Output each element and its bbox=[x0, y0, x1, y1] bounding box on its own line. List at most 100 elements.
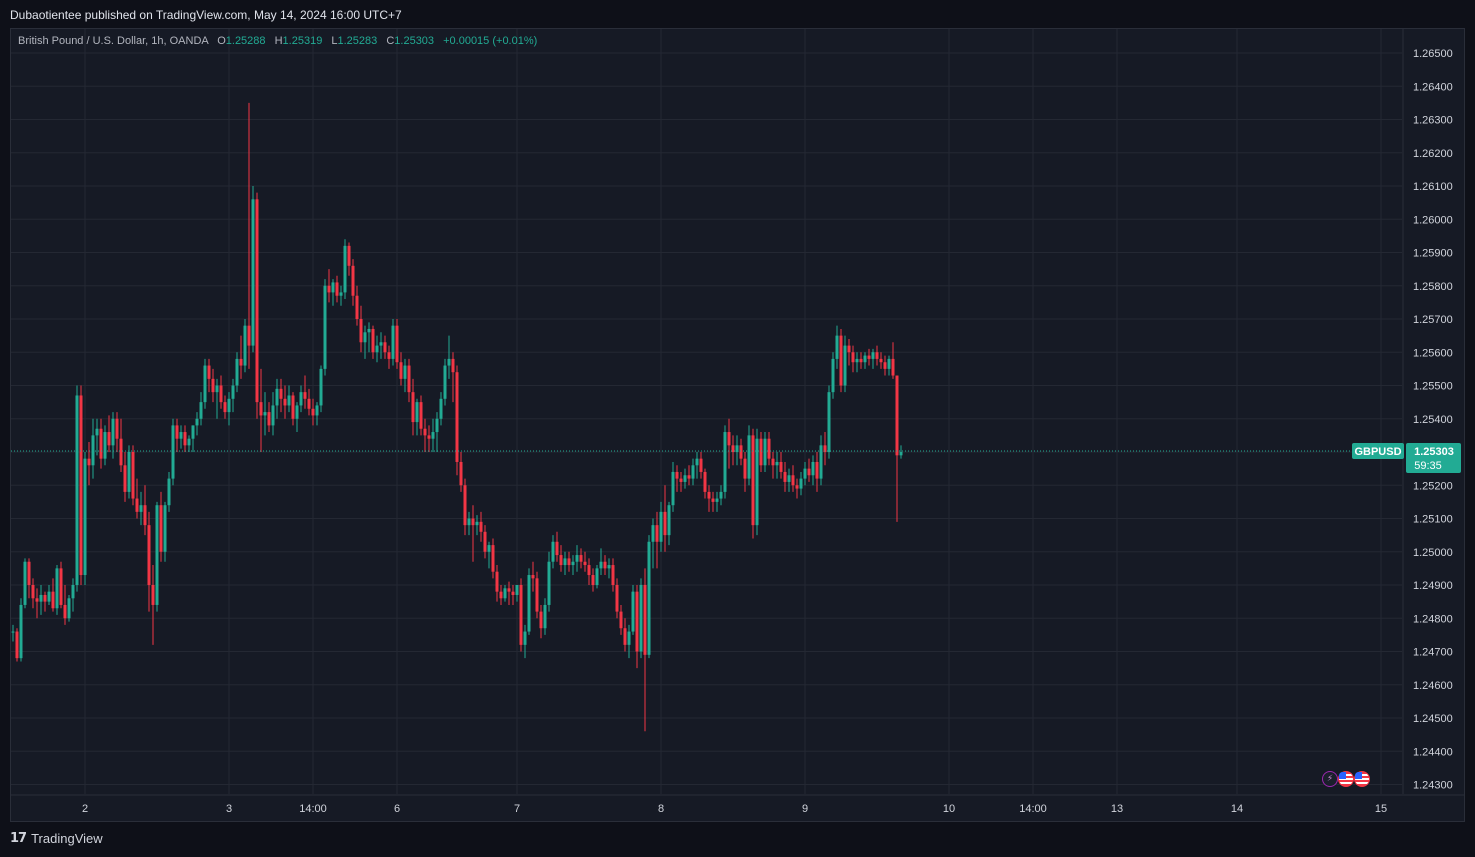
countdown-label: 59:35 bbox=[1414, 460, 1442, 472]
x-tick-label: 10 bbox=[943, 803, 955, 815]
high-label: H bbox=[274, 35, 283, 47]
candle-body bbox=[775, 461, 779, 466]
candle-body bbox=[403, 365, 407, 379]
candle-body bbox=[359, 319, 363, 343]
candle-body bbox=[647, 541, 651, 655]
candle bbox=[827, 385, 831, 459]
candle-body bbox=[727, 432, 731, 446]
candle bbox=[27, 558, 31, 599]
time-axis: 2 3 14:00 6 7 8 9 10 14:00 13 14 15 bbox=[11, 794, 1464, 815]
event-badges[interactable]: ⚡ bbox=[1322, 771, 1370, 787]
candle-body bbox=[507, 588, 511, 592]
x-tick-label: 2 bbox=[82, 803, 88, 815]
candle-body bbox=[83, 458, 87, 576]
candle bbox=[23, 558, 27, 609]
candle-body bbox=[831, 358, 835, 393]
candle bbox=[123, 452, 127, 502]
candle-body bbox=[735, 445, 739, 452]
chart-frame bbox=[10, 28, 1465, 822]
candle-body bbox=[235, 358, 239, 386]
candle-body bbox=[423, 428, 427, 436]
candle-body bbox=[267, 412, 271, 426]
candle-body bbox=[535, 578, 539, 612]
lightning-icon[interactable]: ⚡ bbox=[1322, 771, 1338, 787]
candle bbox=[75, 385, 79, 592]
candle-body bbox=[659, 511, 663, 542]
candle bbox=[135, 478, 139, 519]
candle bbox=[875, 345, 879, 366]
candle bbox=[567, 551, 571, 572]
candle-body bbox=[211, 378, 215, 393]
candle bbox=[675, 465, 679, 492]
candle bbox=[775, 452, 779, 479]
candle-body bbox=[455, 372, 459, 462]
candle-body bbox=[263, 412, 267, 416]
candle-body bbox=[315, 405, 319, 416]
candle bbox=[139, 491, 143, 526]
candle bbox=[887, 355, 891, 376]
candle bbox=[103, 425, 107, 466]
candle bbox=[723, 425, 727, 499]
candle bbox=[127, 445, 131, 499]
candle-body bbox=[843, 345, 847, 386]
change-value: +0.00015 (+0.01%) bbox=[443, 35, 538, 47]
candle-body bbox=[807, 468, 811, 476]
candle bbox=[187, 435, 191, 452]
candle-body bbox=[47, 591, 51, 602]
candle-body bbox=[623, 628, 627, 645]
candle-body bbox=[763, 438, 767, 466]
us-flag-icon[interactable] bbox=[1338, 771, 1354, 787]
candle-body bbox=[783, 471, 787, 482]
us-flag-icon[interactable] bbox=[1354, 771, 1370, 787]
candle-body bbox=[219, 385, 223, 403]
candle bbox=[319, 365, 323, 413]
candle-body bbox=[887, 358, 891, 369]
candle-body bbox=[351, 265, 355, 296]
candle-body bbox=[371, 328, 375, 353]
candle bbox=[899, 445, 903, 459]
candle-body bbox=[59, 568, 63, 605]
y-tick-label: 1.24600 bbox=[1413, 680, 1453, 692]
candle bbox=[403, 358, 407, 393]
candle bbox=[559, 545, 563, 572]
candle-body bbox=[67, 598, 71, 619]
candle-body bbox=[551, 541, 555, 562]
candle-body bbox=[567, 558, 571, 566]
candle bbox=[595, 565, 599, 589]
candle bbox=[451, 352, 455, 403]
candle-body bbox=[875, 352, 879, 359]
candle bbox=[799, 471, 803, 496]
y-tick-label: 1.24500 bbox=[1413, 713, 1453, 725]
candle bbox=[419, 395, 423, 436]
candle bbox=[531, 561, 535, 592]
candle bbox=[31, 578, 35, 609]
footer-brand[interactable]: 𝟭𝟳 TradingView bbox=[10, 830, 103, 846]
candle-body bbox=[407, 365, 411, 393]
candle-body bbox=[431, 432, 435, 439]
candle-body bbox=[791, 475, 795, 486]
candle bbox=[599, 548, 603, 576]
candle bbox=[731, 435, 735, 466]
candle-body bbox=[583, 561, 587, 566]
candle-body bbox=[815, 461, 819, 479]
candle bbox=[687, 465, 691, 486]
candle-body bbox=[703, 471, 707, 492]
candle-body bbox=[851, 352, 855, 363]
candle bbox=[335, 275, 339, 303]
candle-body bbox=[323, 285, 327, 369]
candle bbox=[175, 418, 179, 452]
candle bbox=[819, 435, 823, 486]
candle bbox=[259, 368, 263, 452]
candle bbox=[499, 585, 503, 605]
y-tick-label: 1.26000 bbox=[1413, 214, 1453, 226]
price-tag bbox=[1406, 443, 1461, 474]
candle-body bbox=[635, 591, 639, 652]
candle bbox=[435, 412, 439, 452]
candle-body bbox=[71, 585, 75, 599]
candle bbox=[611, 558, 615, 592]
candle bbox=[255, 192, 259, 419]
candle-body bbox=[839, 335, 843, 386]
candle-body bbox=[723, 432, 727, 492]
candle bbox=[471, 505, 475, 562]
